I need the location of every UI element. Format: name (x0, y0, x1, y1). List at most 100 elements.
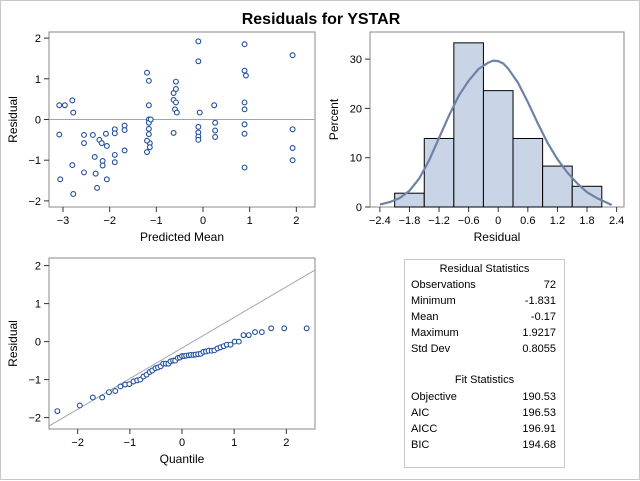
x-axis-label: Residual (474, 230, 521, 244)
stat-label: Observations (411, 279, 476, 291)
y-axis-label: Residual (6, 96, 20, 143)
y-tick-label: 20 (350, 103, 362, 115)
data-point (212, 134, 219, 140)
stat-label: Maximum (411, 327, 459, 339)
y-axis-label: Residual (6, 320, 20, 367)
data-point (144, 137, 150, 144)
data-point (145, 77, 152, 84)
y-tick-label: 2 (35, 33, 41, 45)
data-point (195, 136, 202, 143)
stat-value: 190.53 (522, 391, 556, 403)
stat-row-mean: Mean -0.17 (405, 311, 564, 325)
data-point (99, 162, 106, 169)
data-point (172, 99, 179, 106)
qq-point (89, 394, 96, 401)
stat-label: Minimum (411, 295, 456, 307)
data-point (241, 41, 248, 48)
histogram-bar (394, 192, 425, 208)
data-point (145, 102, 152, 109)
data-point (147, 116, 154, 123)
data-point (89, 132, 96, 138)
data-point (289, 145, 296, 151)
stat-value: -1.831 (524, 295, 556, 307)
x-tick-label: −1 (124, 437, 137, 449)
stat-value: 72 (543, 279, 556, 291)
residual-qq-plot: −2 −1 0 1 2 −2 −1 0 1 2 Quantile Residual (6, 257, 316, 466)
stat-value: 194.68 (522, 439, 556, 451)
data-point (121, 147, 128, 154)
qq-reference-line (48, 269, 316, 427)
histogram-bar (571, 185, 603, 208)
x-axis-label: Quantile (160, 452, 205, 466)
y-tick-label: 10 (350, 153, 362, 165)
y-tick-label: −2 (28, 196, 41, 208)
y-tick-label: 2 (35, 261, 41, 273)
y-tick-label: 0 (356, 202, 362, 214)
data-point (91, 153, 98, 160)
y-tick-label: 1 (35, 74, 41, 86)
qq-point (252, 329, 258, 336)
x-tick-label: −2.4 (369, 215, 391, 227)
data-point (241, 130, 248, 137)
data-point (195, 38, 202, 45)
stat-value: 1.9217 (522, 327, 556, 339)
y-tick-label: −2 (28, 413, 41, 425)
data-point (289, 157, 296, 164)
qq-point (76, 402, 83, 409)
residual-statistics-title: Residual Statistics (439, 263, 530, 275)
data-point (289, 126, 296, 133)
x-tick-label: 1 (247, 215, 253, 227)
statistics-table: Residual Statistics Observations 72 Mini… (404, 259, 565, 468)
stat-label: AICC (411, 423, 438, 435)
data-point (211, 102, 218, 109)
stat-value: 0.8055 (522, 343, 556, 355)
x-tick-label: 2 (293, 215, 299, 227)
data-point (195, 58, 202, 65)
data-point (212, 127, 219, 134)
data-point (92, 170, 99, 177)
y-tick-label: −1 (28, 375, 41, 387)
x-tick-label: 0 (179, 437, 185, 449)
stat-row-std-dev: Std Dev 0.8055 (405, 343, 564, 357)
stat-row-aic: AIC 196.53 (405, 407, 564, 421)
x-tick-label: 1.2 (550, 215, 565, 227)
qq-point (245, 332, 252, 339)
qq-point (117, 383, 124, 390)
data-point (102, 130, 109, 137)
x-tick-label: 0 (200, 215, 206, 227)
qq-point (281, 325, 288, 332)
data-point (56, 102, 63, 109)
x-tick-label: 2.4 (609, 215, 624, 227)
qq-point (235, 338, 242, 345)
y-tick-label: 0 (35, 337, 41, 349)
x-tick-label: −2 (71, 437, 84, 449)
data-point (241, 164, 248, 171)
stat-row-bic: BIC 194.68 (405, 439, 564, 453)
x-tick-label: −3 (57, 215, 70, 227)
data-point (70, 191, 77, 197)
qq-point (54, 408, 61, 415)
data-point (241, 99, 248, 106)
histogram-bar (512, 137, 544, 208)
figure-title: Residuals for YSTAR (241, 11, 401, 28)
fit-statistics-title: Fit Statistics (454, 374, 515, 386)
stat-row-objective: Objective 190.53 (405, 391, 564, 405)
qq-point (99, 394, 106, 401)
x-tick-label: −0.6 (458, 215, 480, 227)
qq-point (126, 381, 133, 388)
y-tick-label: 0 (35, 115, 41, 127)
y-axis-label: Percent (327, 98, 341, 140)
data-point (241, 106, 248, 113)
data-point (81, 132, 87, 138)
data-point (173, 109, 180, 116)
stat-value: 196.53 (522, 407, 556, 419)
data-point (111, 151, 118, 158)
data-point (196, 109, 203, 116)
data-point (241, 121, 248, 128)
stat-label: Objective (411, 391, 457, 403)
data-point (170, 129, 177, 136)
data-point (57, 176, 64, 183)
data-point (242, 72, 249, 79)
qq-point (258, 329, 265, 336)
